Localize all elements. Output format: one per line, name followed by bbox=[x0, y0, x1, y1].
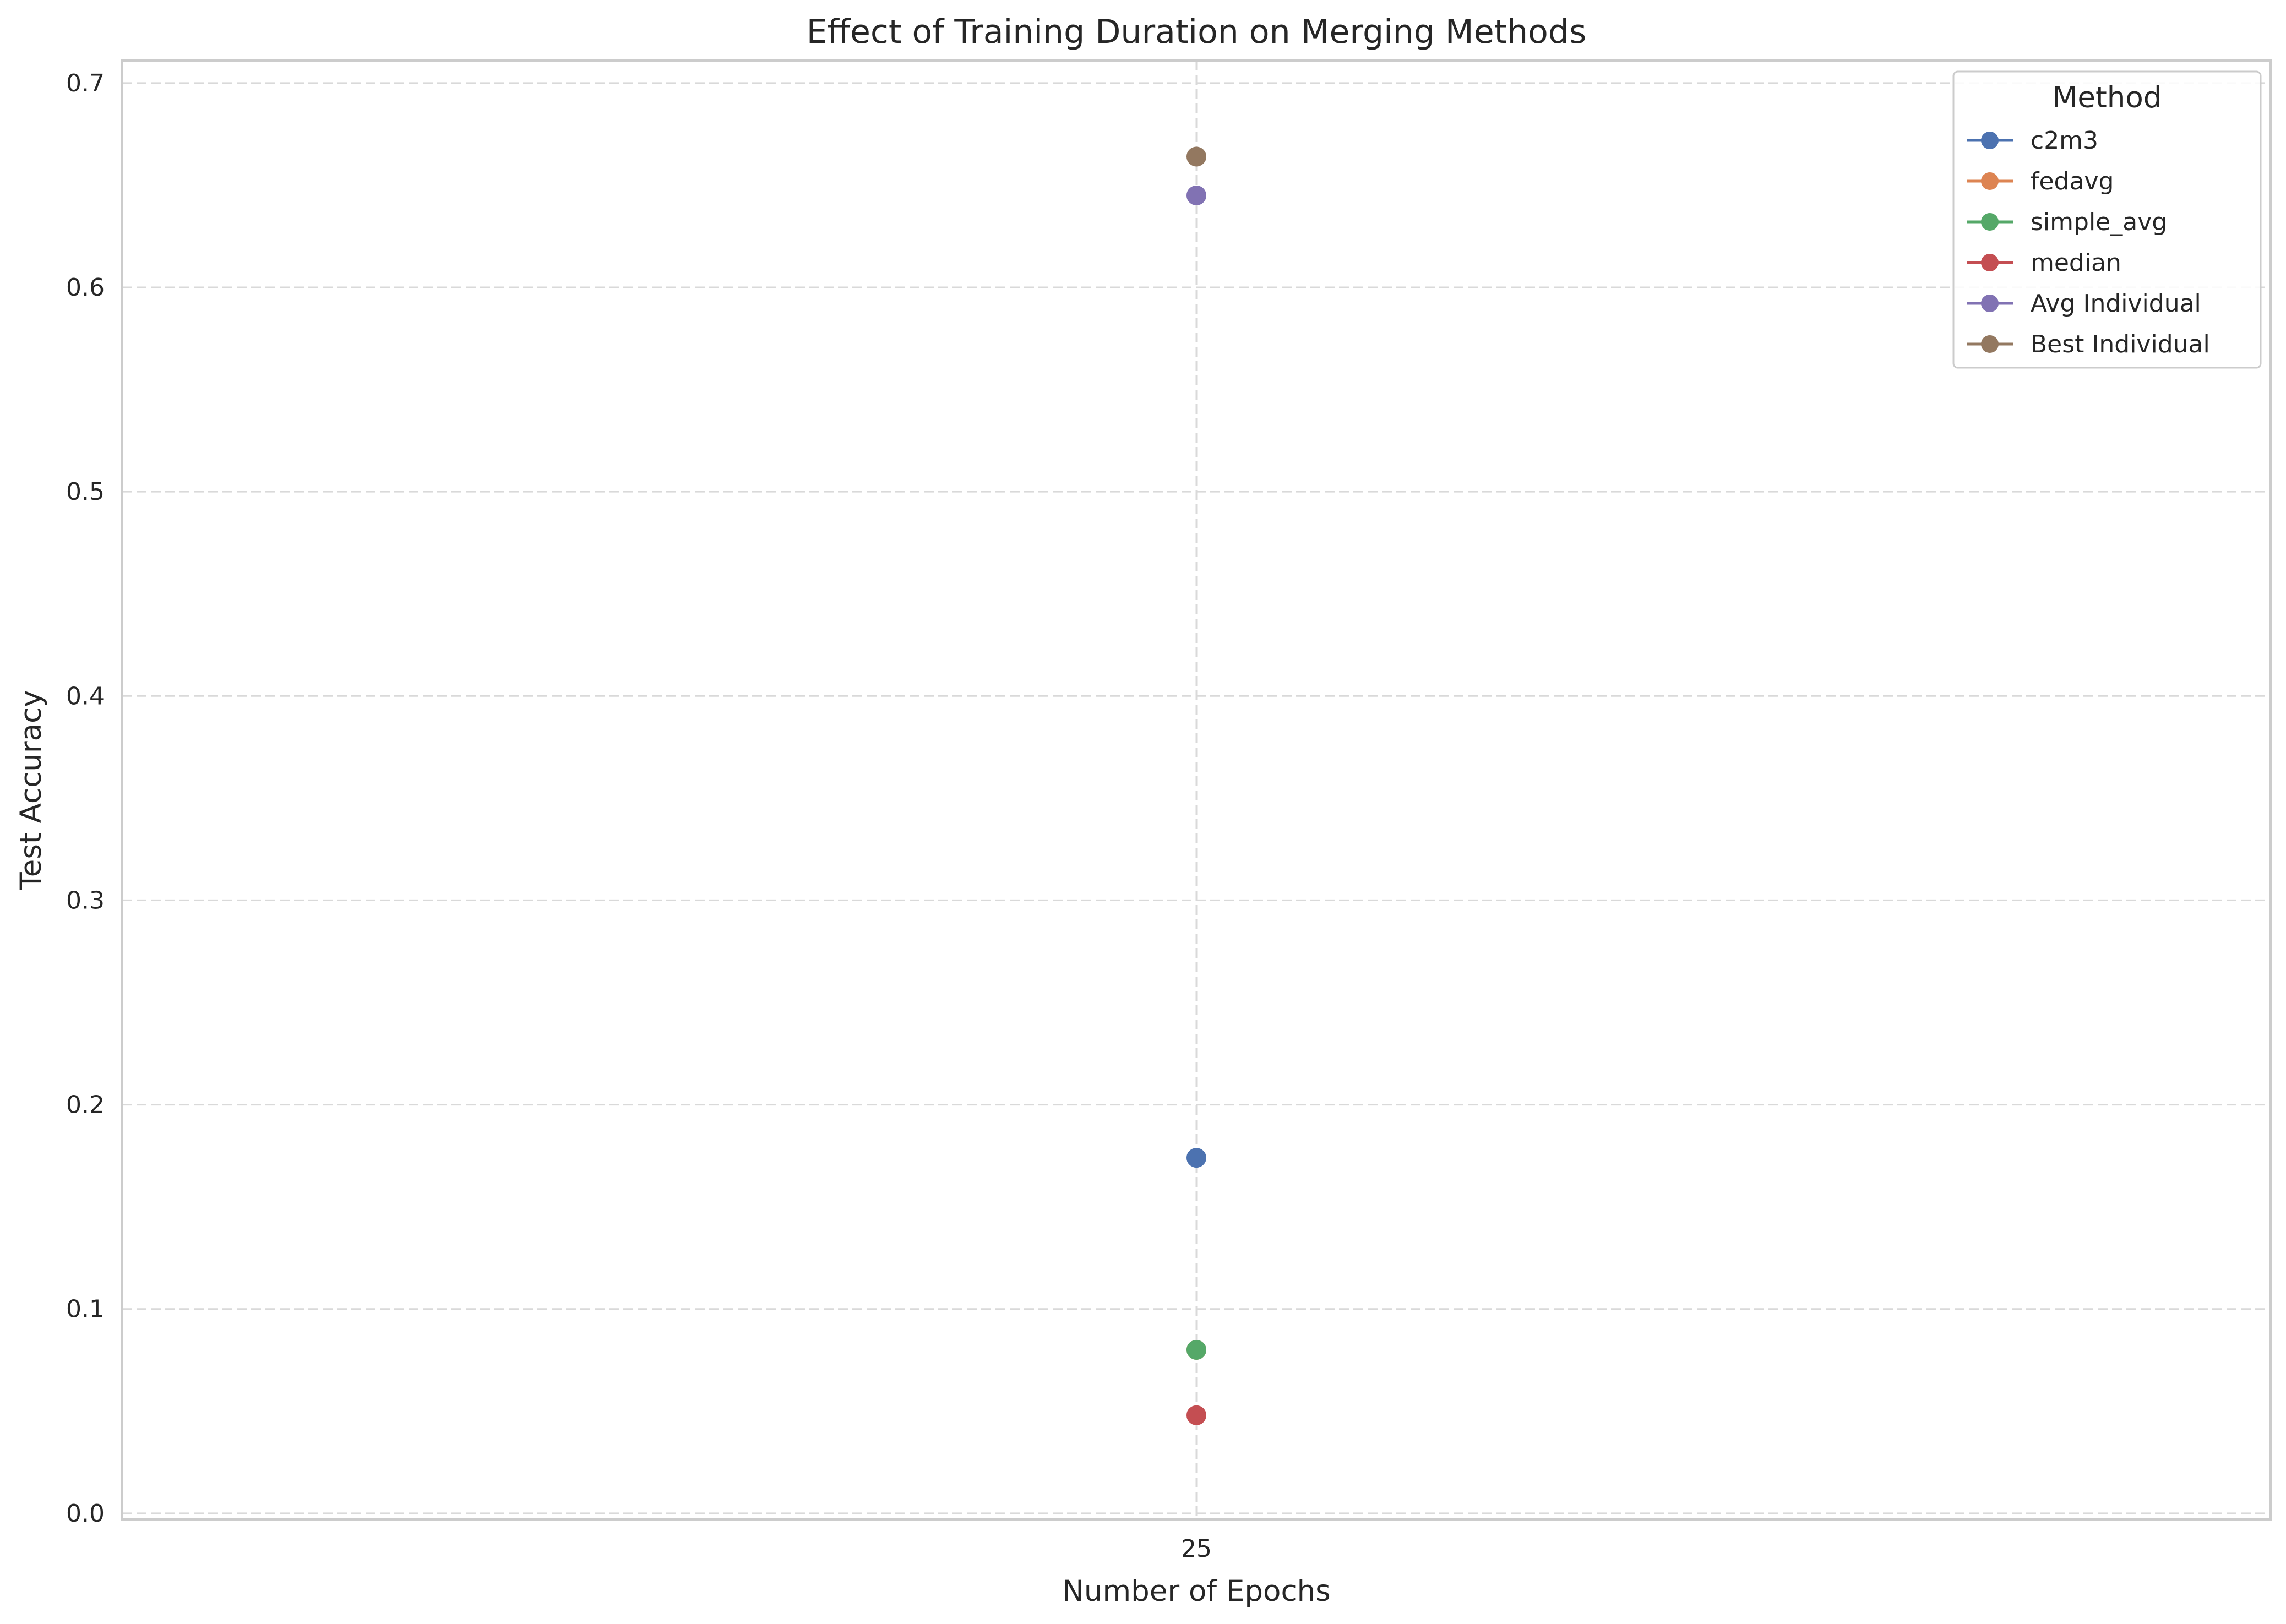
y-axis-label: Test Accuracy bbox=[14, 690, 48, 890]
legend-box bbox=[1952, 70, 2262, 369]
data-points bbox=[1186, 146, 1206, 1425]
y-tick-label: 0.0 bbox=[66, 1500, 105, 1528]
legend-marker-avg-individual bbox=[1981, 295, 1999, 312]
legend-marker-c2m3 bbox=[1981, 132, 1999, 149]
legend-label-best-individual: Best Individual bbox=[2031, 330, 2210, 358]
legend-marker-median bbox=[1981, 254, 1999, 271]
y-tick-label: 0.2 bbox=[66, 1091, 105, 1119]
legend-marker-simple-avg bbox=[1981, 213, 1999, 231]
legend-label-median: median bbox=[2031, 249, 2121, 277]
x-tick-label: 25 bbox=[1181, 1535, 1212, 1563]
axis-ticks: 0.0 0.1 0.2 0.3 0.4 0.5 0.6 0.7 25 bbox=[66, 69, 1212, 1563]
y-tick-label: 0.1 bbox=[66, 1295, 105, 1323]
y-tick-label: 0.3 bbox=[66, 886, 105, 914]
legend-marker-fedavg bbox=[1981, 172, 1999, 190]
legend-label-fedavg: fedavg bbox=[2031, 167, 2114, 195]
y-tick-label: 0.6 bbox=[66, 274, 105, 302]
y-tick-label: 0.5 bbox=[66, 478, 105, 506]
y-tick-label: 0.7 bbox=[66, 69, 105, 97]
legend-label-avg-individual: Avg Individual bbox=[2031, 290, 2201, 318]
grid bbox=[122, 61, 2271, 1519]
plot-area-frame bbox=[121, 59, 2272, 1521]
legend-label-c2m3: c2m3 bbox=[2031, 127, 2098, 155]
legend-label-simple-avg: simple_avg bbox=[2031, 208, 2167, 236]
data-point-median bbox=[1186, 1405, 1206, 1425]
x-axis-label: Number of Epochs bbox=[1062, 1574, 1331, 1608]
data-point-simple-avg bbox=[1186, 1339, 1206, 1360]
data-point-best-individual bbox=[1186, 146, 1206, 167]
chart-title: Effect of Training Duration on Merging M… bbox=[807, 13, 1586, 51]
legend-marker-best-individual bbox=[1981, 335, 1999, 353]
y-tick-label: 0.4 bbox=[66, 682, 105, 710]
legend-title: Method bbox=[2053, 81, 2162, 115]
data-point-avg-individual bbox=[1186, 185, 1206, 205]
data-point-c2m3 bbox=[1186, 1148, 1206, 1168]
